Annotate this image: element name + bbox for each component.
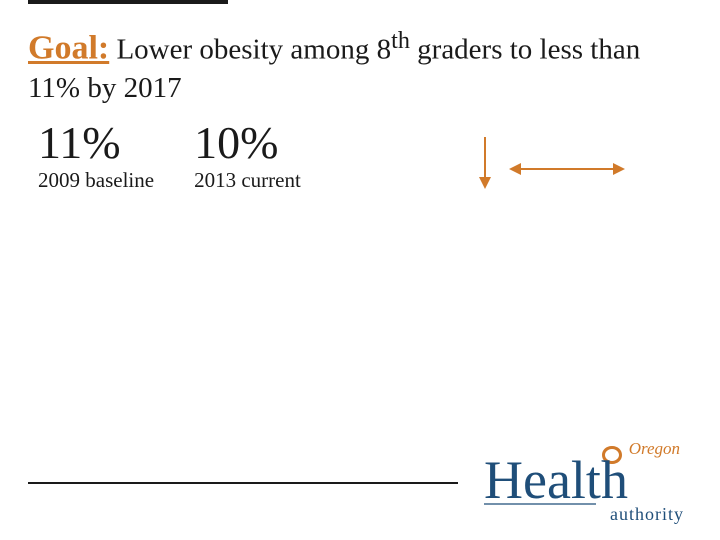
arrowhead-right-icon <box>613 163 625 175</box>
stat-current: 10% 2013 current <box>194 120 301 193</box>
stat-caption: 2013 current <box>194 168 301 193</box>
arrowhead-left-icon <box>509 163 521 175</box>
arrow-group <box>465 135 635 200</box>
logo-authority-text: authority <box>610 504 684 524</box>
headline: Goal: Lower obesity among 8th graders to… <box>28 26 692 106</box>
headline-sup: th <box>391 27 410 54</box>
logo-health-text: Health <box>484 450 628 510</box>
logo-oregon-text: Oregon <box>629 439 680 458</box>
stat-caption: 2009 baseline <box>38 168 154 193</box>
stat-baseline: 11% 2009 baseline <box>38 120 154 193</box>
stat-value: 11% <box>38 120 154 166</box>
arrowhead-down-icon <box>479 177 491 189</box>
oregon-health-authority-logo: Oregon Health authority <box>484 438 694 526</box>
slide: Goal: Lower obesity among 8th graders to… <box>0 0 720 540</box>
stat-value: 10% <box>194 120 301 166</box>
footer-rule <box>28 482 458 484</box>
headline-part-before: Lower obesity among 8 <box>116 34 391 66</box>
goal-label: Goal: <box>28 30 109 67</box>
accent-bar <box>28 0 228 4</box>
